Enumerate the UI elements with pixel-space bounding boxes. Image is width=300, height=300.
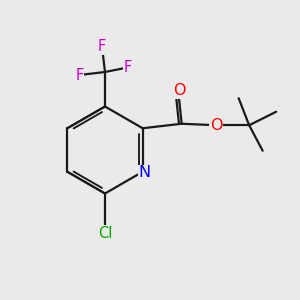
Text: F: F: [98, 39, 106, 54]
Text: O: O: [173, 83, 185, 98]
Text: F: F: [123, 60, 132, 75]
Text: F: F: [75, 68, 84, 82]
Text: Cl: Cl: [98, 226, 112, 241]
Text: O: O: [210, 118, 222, 133]
Text: N: N: [138, 165, 151, 180]
